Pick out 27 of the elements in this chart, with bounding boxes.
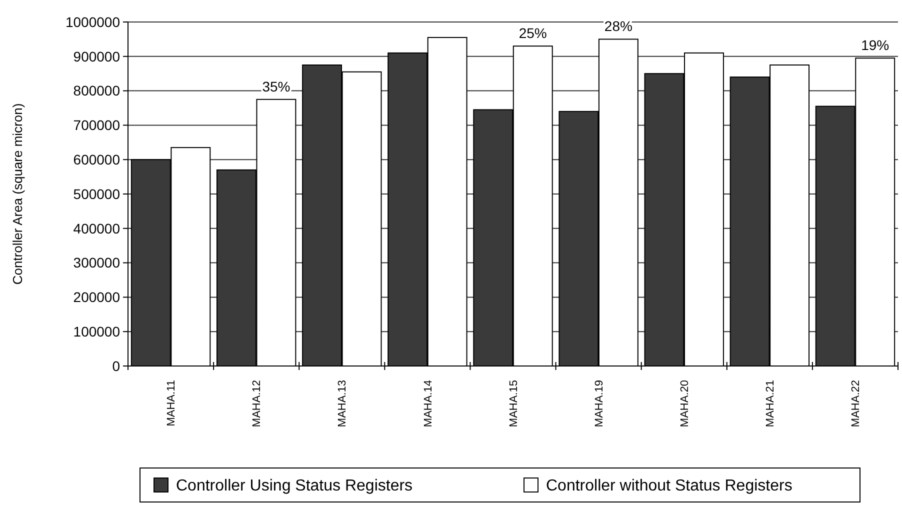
y-tick-label: 200000 <box>73 289 120 306</box>
y-axis-title: Controller Area (square micron) <box>10 103 25 285</box>
x-tick-label: MAHA.14 <box>422 380 434 428</box>
y-tick-label: 400000 <box>73 220 120 236</box>
x-tick-label: MAHA.20 <box>678 380 691 428</box>
y-tick-label: 700000 <box>73 117 120 134</box>
legend-label: Controller without Status Registers <box>546 478 792 495</box>
x-tick-label: MAHA.15 <box>508 380 520 428</box>
legend-label: Controller Using Status Registers <box>176 478 413 495</box>
x-tick-label: MAHA.19 <box>593 380 606 428</box>
x-tick-label: MAHA.12 <box>251 380 264 428</box>
y-tick-label: 600000 <box>73 152 120 168</box>
annotation: 28% <box>604 18 632 34</box>
y-tick-label: 900000 <box>73 48 120 64</box>
y-tick-label: 500000 <box>73 186 120 202</box>
y-tick-label: 0 <box>112 358 120 374</box>
y-tick-label: 100000 <box>73 324 120 340</box>
annotation: 35% <box>262 78 290 94</box>
annotation: 25% <box>518 25 547 42</box>
y-tick-label: 1000000 <box>65 14 120 30</box>
x-tick-label: MAHA.21 <box>764 380 777 428</box>
y-tick-label: 300000 <box>73 254 120 271</box>
x-tick-label: MAHA.22 <box>850 380 862 428</box>
y-tick-label: 800000 <box>73 82 120 99</box>
x-tick-label: MAHA.13 <box>336 380 349 428</box>
annotation: 19% <box>861 37 890 54</box>
x-tick-label: MAHA.11 <box>166 380 178 426</box>
